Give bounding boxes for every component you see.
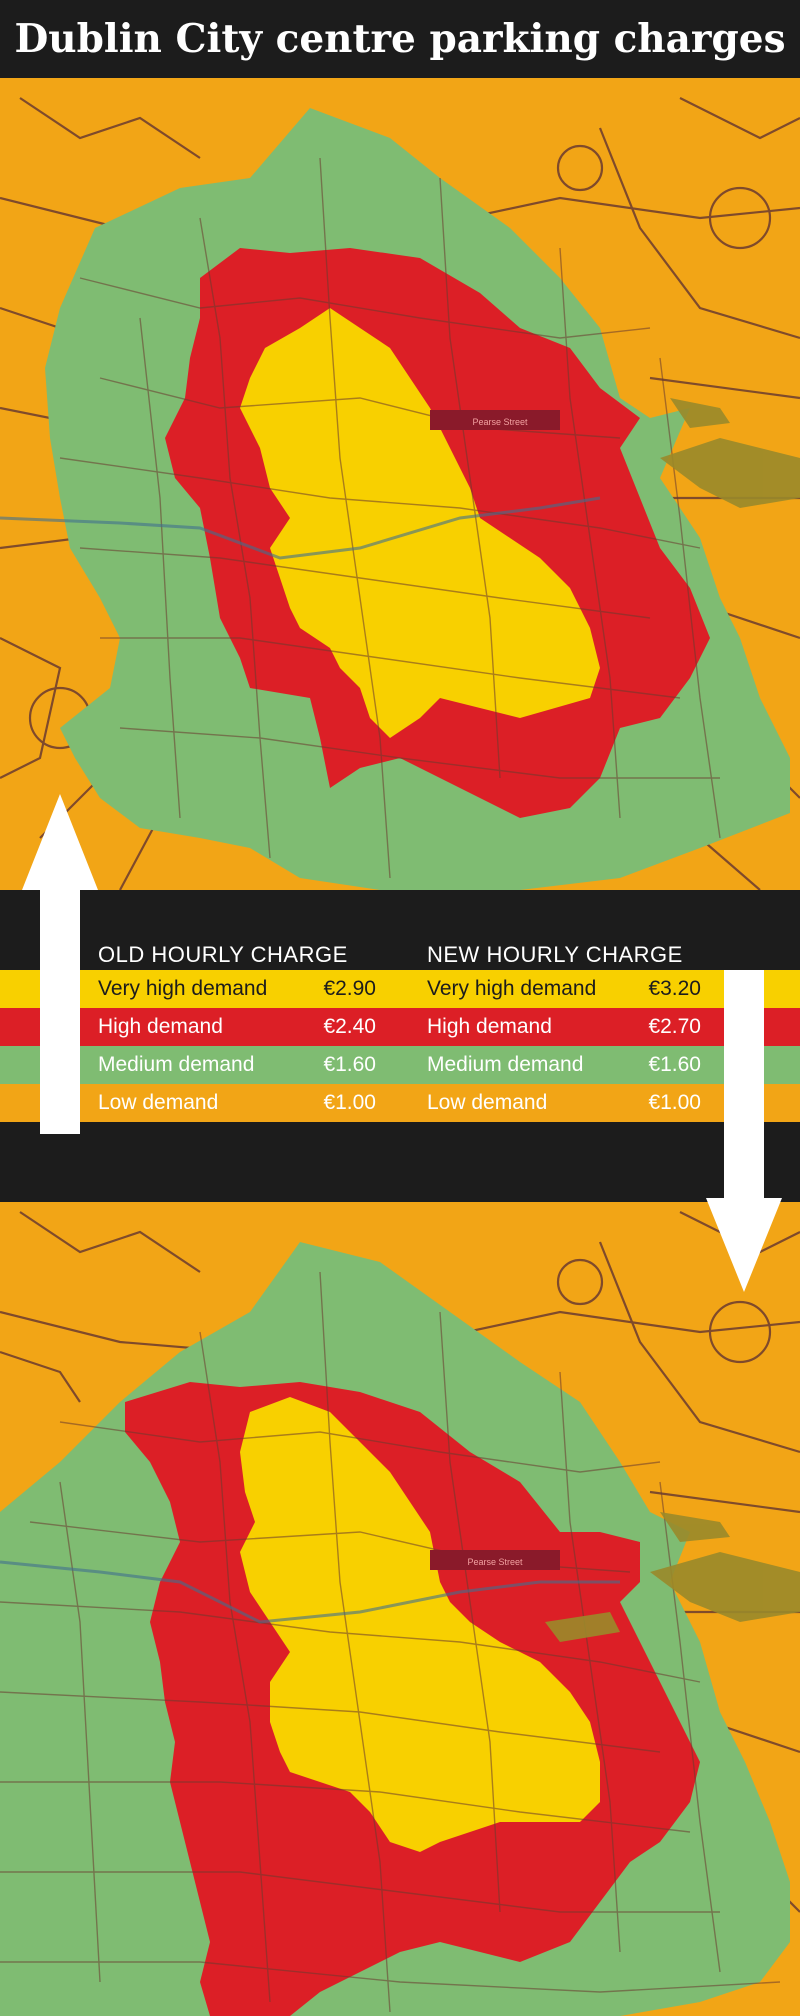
inner-streets: [59, 157, 721, 879]
band-high: [0, 1008, 800, 1046]
old-row-label: Very high demand: [98, 977, 268, 1000]
page-title: Dublin City centre parking charges: [14, 16, 786, 62]
old-row-value: €1.60: [323, 1053, 376, 1076]
street-highlight: [430, 410, 560, 430]
band-medium: [0, 1046, 800, 1084]
river-liffey: [0, 496, 601, 560]
old-row-label: Medium demand: [98, 1053, 255, 1076]
new-row-very-high: Very high demand €3.20: [427, 970, 701, 1008]
new-row-high: High demand €2.70: [427, 1008, 701, 1046]
new-row-value: €2.70: [648, 1015, 701, 1038]
old-row-very-high: Very high demand €2.90: [98, 970, 376, 1008]
street-highlight: [430, 1550, 560, 1570]
old-row-low: Low demand €1.00: [98, 1084, 376, 1122]
old-row-value: €2.90: [323, 977, 376, 1000]
new-row-value: €1.00: [648, 1091, 701, 1114]
old-charge-heading: OLD HOURLY CHARGE: [98, 942, 348, 967]
old-row-label: Low demand: [98, 1091, 219, 1114]
new-row-medium: Medium demand €1.60: [427, 1046, 701, 1084]
title-bar: Dublin City centre parking charges: [0, 0, 800, 78]
old-row-medium: Medium demand €1.60: [98, 1046, 376, 1084]
old-map-svg: Pearse Street: [0, 78, 800, 890]
new-row-value: €1.60: [648, 1053, 701, 1076]
new-charges-map: Pearse Street: [0, 1202, 800, 2016]
new-row-label: Very high demand: [427, 977, 597, 1000]
arrow-down-icon: [706, 970, 782, 1292]
river-liffey: [0, 1560, 620, 1624]
old-row-high: High demand €2.40: [98, 1008, 376, 1046]
street-label: Pearse Street: [472, 417, 528, 427]
new-row-label: Low demand: [427, 1091, 548, 1114]
new-charge-heading: NEW HOURLY CHARGE: [427, 942, 683, 967]
band-very-high: [0, 970, 800, 1008]
arrow-up-icon: [22, 794, 98, 1134]
legend-panel: OLD HOURLY CHARGE NEW HOURLY CHARGE Very…: [0, 890, 800, 1202]
new-row-value: €3.20: [648, 977, 701, 1000]
very-high-demand-zone: [240, 1397, 600, 1852]
new-row-label: High demand: [427, 1015, 552, 1038]
new-map-svg: Pearse Street: [0, 1202, 800, 2016]
new-row-label: Medium demand: [427, 1053, 584, 1076]
old-row-value: €2.40: [323, 1015, 376, 1038]
docklands: [660, 398, 800, 508]
docklands: [545, 1512, 800, 1642]
band-low: [0, 1084, 800, 1122]
old-charges-map: Pearse Street: [0, 78, 800, 890]
old-row-value: €1.00: [323, 1091, 376, 1114]
old-row-label: High demand: [98, 1015, 223, 1038]
street-label: Pearse Street: [467, 1557, 523, 1567]
very-high-demand-zone: [240, 308, 600, 738]
new-row-low: Low demand €1.00: [427, 1084, 701, 1122]
